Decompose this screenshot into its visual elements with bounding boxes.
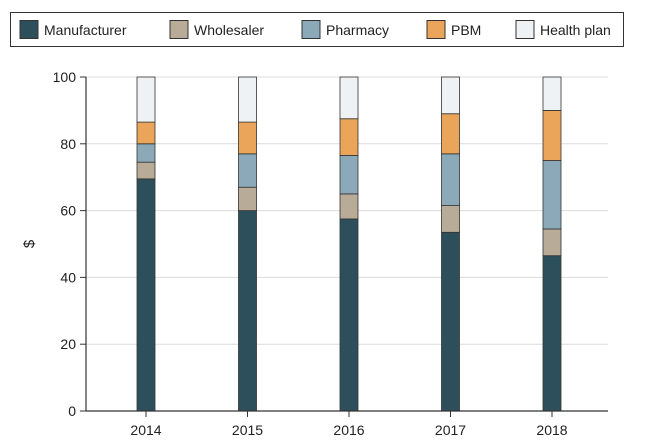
bar-segment [441,76,460,115]
legend-swatch [515,20,535,39]
bar-segment [136,76,156,123]
bar-segment [441,113,460,155]
bar-segment [542,255,562,412]
bar-segment [339,193,359,220]
x-tick-label: 2014 [130,422,161,438]
x-tick-label: 2018 [536,422,567,438]
y-tick-label: 0 [68,403,76,419]
y-axis-label: $ [21,239,38,248]
bar-segment [339,218,359,412]
legend-entry: Manufacturer [44,22,127,38]
bar-segment [136,178,156,412]
legend-swatch [426,20,446,39]
legend-frame [10,12,624,47]
bar-segment [136,143,156,163]
legend-entry: PBM [451,22,481,38]
legend-entry: Health plan [540,22,611,38]
bar-segment [238,210,257,412]
bar-segment [542,228,562,257]
bar-segment [238,76,257,123]
legend-swatch [301,20,321,39]
bar-segment [441,205,460,233]
legend-swatch [169,20,189,39]
x-tick-label: 2017 [435,422,466,438]
bar-segment [136,161,156,180]
x-tick-label: 2016 [333,422,364,438]
bar-segment [136,121,156,145]
legend-entry: Pharmacy [326,22,389,38]
x-tick-label: 2015 [232,422,263,438]
bar-segment [238,186,257,212]
bar-segment [542,110,562,161]
bar-segment [339,76,359,120]
axes [85,77,608,412]
y-tick-label: 60 [60,203,76,219]
bars [136,76,562,412]
legend: Manufacturer Wholesaler Pharmacy PBM Health … [10,12,624,47]
bar-segment [441,231,460,412]
y-tick-label: 40 [60,269,76,285]
y-tick-label: 20 [60,336,76,352]
y-tick-label: 100 [53,69,77,85]
bar-segment [542,160,562,230]
bar-segment [542,76,562,111]
bar-segment [339,155,359,195]
x-axis-ticks: 2014 2015 2016 2017 2018 [130,411,568,438]
legend-swatch [19,20,39,39]
legend-entry: Wholesaler [194,22,264,38]
bar-segment [339,118,359,156]
y-tick-label: 80 [60,136,76,152]
y-axis-ticks: 0 20 40 60 80 100 [53,69,86,419]
bar-segment [238,121,257,155]
bar-segment [238,153,257,188]
bar-segment [441,153,460,206]
